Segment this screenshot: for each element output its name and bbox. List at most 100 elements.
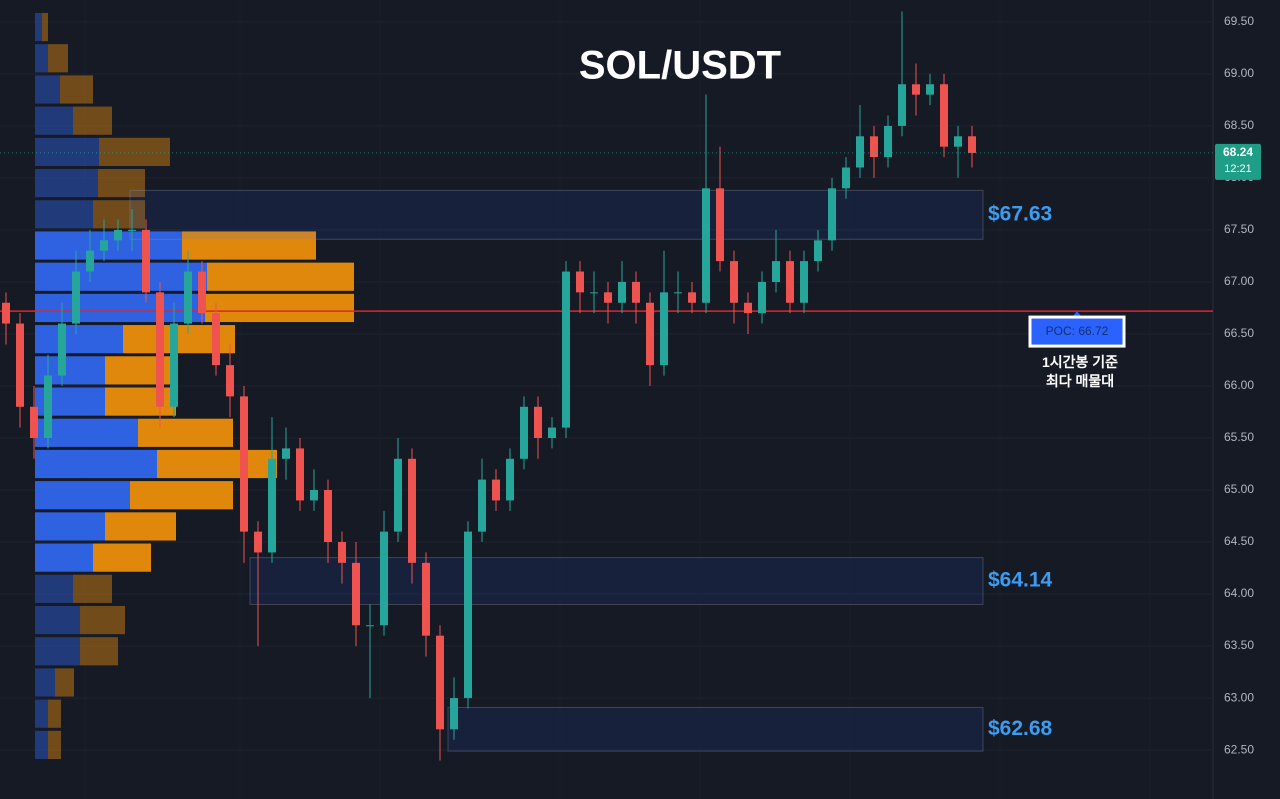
profile-sell bbox=[99, 137, 170, 166]
candle-body bbox=[156, 292, 164, 407]
profile-buy bbox=[35, 262, 207, 291]
profile-buy bbox=[35, 668, 55, 697]
candle-body bbox=[842, 167, 850, 189]
candle-body bbox=[184, 271, 192, 324]
y-tick-label: 63.00 bbox=[1224, 690, 1254, 704]
candle-body bbox=[772, 261, 780, 282]
profile-sell bbox=[73, 106, 112, 135]
candle-body bbox=[884, 125, 892, 158]
poc-label: POC: 66.72 bbox=[1046, 324, 1109, 338]
profile-buy bbox=[35, 574, 73, 603]
candle-body bbox=[282, 448, 290, 459]
zone-label: $64.14 bbox=[988, 569, 1053, 592]
candle-body bbox=[702, 188, 710, 303]
profile-buy bbox=[35, 325, 123, 354]
candle-body bbox=[800, 261, 808, 303]
candle-body bbox=[520, 406, 528, 459]
profile-sell bbox=[42, 12, 48, 42]
y-tick-label: 68.50 bbox=[1224, 118, 1254, 132]
candle-body bbox=[296, 448, 304, 501]
y-tick-label: 67.00 bbox=[1224, 274, 1254, 288]
candle-body bbox=[814, 240, 822, 262]
last-price-label: 68.24 bbox=[1223, 145, 1253, 159]
candle-body bbox=[856, 136, 864, 168]
candle-body bbox=[730, 261, 738, 303]
profile-sell bbox=[157, 449, 277, 479]
y-tick-label: 69.50 bbox=[1224, 14, 1254, 28]
candle-body bbox=[394, 458, 402, 532]
candle-body bbox=[926, 84, 934, 95]
profile-sell bbox=[207, 262, 354, 291]
candle-body bbox=[408, 458, 416, 563]
profile-sell bbox=[48, 44, 68, 73]
candle-body bbox=[72, 271, 80, 324]
candle-body bbox=[338, 542, 346, 563]
profile-sell bbox=[48, 730, 61, 760]
candle-body bbox=[310, 490, 318, 501]
profile-buy bbox=[35, 231, 182, 260]
profile-buy bbox=[35, 12, 42, 42]
candle-body bbox=[870, 136, 878, 158]
candle-body bbox=[170, 323, 178, 407]
candle-body bbox=[534, 406, 542, 438]
profile-buy bbox=[35, 699, 48, 728]
profile-sell bbox=[93, 543, 151, 572]
candle-body bbox=[240, 396, 248, 532]
poc-note: 최다 매물대 bbox=[1046, 373, 1114, 389]
profile-buy bbox=[35, 637, 80, 666]
candle-body bbox=[422, 562, 430, 636]
zone-box bbox=[447, 706, 984, 752]
candle-body bbox=[2, 302, 10, 324]
profile-buy bbox=[35, 168, 98, 198]
y-tick-label: 67.50 bbox=[1224, 222, 1254, 236]
profile-sell bbox=[48, 699, 61, 728]
profile-sell bbox=[130, 481, 233, 510]
candle-body bbox=[142, 229, 150, 293]
y-tick-label: 62.50 bbox=[1224, 742, 1254, 756]
candle-body bbox=[226, 365, 234, 397]
profile-sell bbox=[80, 605, 125, 635]
candle-body bbox=[604, 292, 612, 303]
candle-body bbox=[828, 188, 836, 241]
profile-sell bbox=[98, 168, 145, 198]
candle-body bbox=[450, 698, 458, 730]
candle-body bbox=[898, 84, 906, 126]
profile-buy bbox=[35, 481, 130, 510]
profile-sell bbox=[105, 512, 176, 541]
profile-buy bbox=[35, 137, 99, 166]
candle-body bbox=[618, 281, 626, 303]
candle-body bbox=[912, 84, 920, 95]
profile-buy bbox=[35, 418, 138, 447]
candle-body bbox=[366, 625, 374, 627]
candle-body bbox=[506, 458, 514, 501]
profile-buy bbox=[35, 730, 48, 760]
candle-body bbox=[30, 406, 38, 438]
candle-body bbox=[688, 292, 696, 303]
y-tick-label: 66.00 bbox=[1224, 378, 1254, 392]
profile-sell bbox=[80, 637, 118, 666]
profile-buy bbox=[35, 106, 73, 135]
candle-body bbox=[954, 136, 962, 147]
zone-box bbox=[129, 189, 984, 240]
candle-body bbox=[786, 261, 794, 303]
candle-body bbox=[212, 313, 220, 366]
candle-body bbox=[940, 84, 948, 147]
candle-body bbox=[548, 427, 556, 438]
profile-buy bbox=[35, 44, 48, 73]
candle-body bbox=[128, 229, 136, 231]
candle-body bbox=[324, 490, 332, 543]
candle-body bbox=[576, 271, 584, 293]
profile-buy bbox=[35, 293, 205, 323]
y-tick-label: 69.00 bbox=[1224, 66, 1254, 80]
candle-body bbox=[254, 531, 262, 553]
candle-body bbox=[352, 562, 360, 626]
candle-body bbox=[198, 271, 206, 314]
profile-buy bbox=[35, 543, 93, 572]
candle-body bbox=[744, 302, 752, 314]
candle-body bbox=[590, 292, 598, 294]
candle-body bbox=[492, 479, 500, 501]
profile-sell bbox=[73, 574, 112, 603]
poc-note: 1시간봉 기준 bbox=[1042, 354, 1118, 370]
profile-sell bbox=[60, 75, 93, 104]
